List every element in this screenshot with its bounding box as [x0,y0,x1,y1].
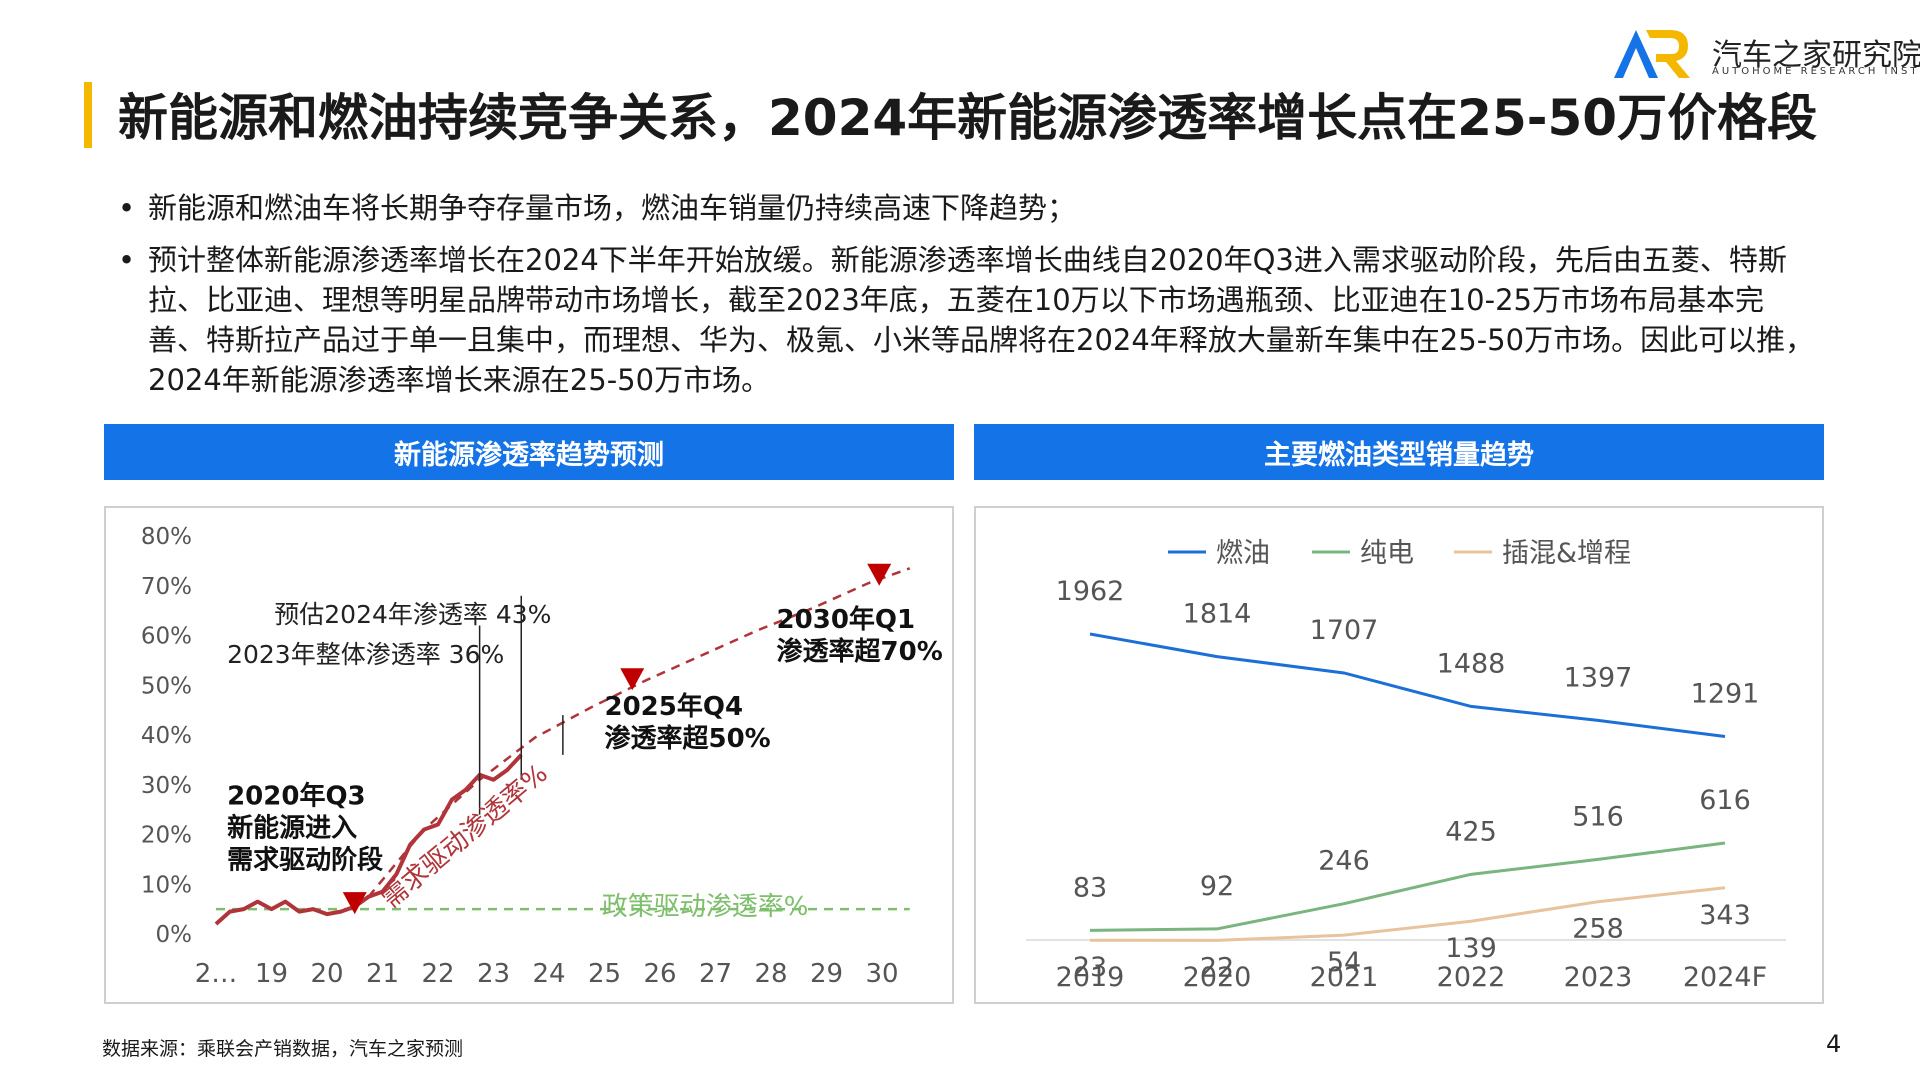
y-tick-label: 20% [141,823,192,849]
annotation-2020q3: 2020年Q3 [227,781,366,812]
y-tick-label: 50% [141,673,192,699]
data-label: 246 [1318,846,1370,877]
data-label: 1397 [1564,662,1633,693]
x-tick-label: 2023 [1564,962,1633,993]
milestone-marker [867,563,892,586]
series-line [1089,632,1726,739]
bullet-item: 预计整体新能源渗透率增长在2024下半年开始放缓。新能源渗透率增长曲线自2020… [118,240,1818,400]
fuel-sales-chart: 燃油 纯电 插混&增程 1962 1814 1707 1488 1397 1291 83 92 246… [1026,538,1786,993]
x-tick-label: 23 [477,959,510,989]
bullet-list: 新能源和燃油车将长期争夺存量市场，燃油车销量仍持续高速下降趋势； 预计整体新能源… [118,188,1818,412]
legend-label: 插混&增程 [1502,538,1631,569]
data-label: 83 [1073,872,1107,903]
data-label: 1291 [1691,679,1760,710]
demand-driven-label: 需求驱动渗透率% [376,759,554,915]
annotation-2030q1: 渗透率超70% [777,636,943,667]
y-tick-label: 30% [141,773,192,799]
x-tick-label: 28 [754,959,787,989]
y-tick-label: 40% [141,723,192,749]
page-number: 4 [1826,1030,1842,1058]
legend-label: 纯电 [1360,538,1414,569]
data-label: 1962 [1056,576,1125,607]
x-tick-label: 25 [588,959,621,989]
y-tick-label: 10% [141,872,192,898]
x-tick-label: 2022 [1437,962,1506,993]
data-label: 139 [1445,933,1497,964]
annotation-2020q3: 需求驱动阶段 [227,845,383,876]
data-source-note: 数据来源：乘联会产销数据，汽车之家预测 [102,1038,464,1060]
y-tick-label: 80% [141,524,192,550]
logo-name: 汽车之家研究院 [1712,38,1920,73]
legend-label: 燃油 [1216,538,1270,569]
data-label: 516 [1572,801,1624,832]
right-panel-header: 主要燃油类型销量趋势 [974,424,1824,480]
x-tick-label: 2024F [1683,962,1767,993]
penetration-chart: 80% 70% 60% 50% 40% 30% 20% 10% 0%2… 19 20 21 22 23 24… [141,524,943,989]
x-tick-label: 2020 [1183,962,1252,993]
logo-subtitle: AUTOHOME RESEARCH INSTITUTE [1712,66,1920,77]
x-tick-label: 19 [255,959,288,989]
x-tick-label: 2021 [1310,962,1379,993]
series-line [1089,886,1726,942]
demand-projection-line [367,567,911,898]
data-label: 343 [1699,900,1751,931]
y-tick-label: 60% [141,624,192,650]
data-label: 1814 [1183,599,1252,630]
annotation-2030q1: 2030年Q1 [777,604,916,635]
left-chart-frame: 80% 70% 60% 50% 40% 30% 20% 10% 0% 2… 19 20 21 22 23 24… [104,506,954,1004]
policy-driven-label: 政策驱动渗透率% [602,892,809,922]
data-label: 92 [1200,871,1234,902]
x-tick-label: 29 [810,959,843,989]
annotation-2020q3: 新能源进入 [227,813,357,844]
title-accent-bar [84,82,92,148]
milestone-marker [620,668,645,691]
x-tick-label: 24 [532,959,565,989]
data-label: 258 [1572,914,1624,945]
y-tick-label: 70% [141,574,192,600]
data-label: 425 [1445,816,1497,847]
autohome-logo [1614,30,1690,78]
x-tick-label: 21 [366,959,399,989]
annotation-2024-estimate: 预估2024年渗透率 43% [274,600,551,629]
milestone-marker [342,892,367,915]
left-panel-header: 新能源渗透率趋势预测 [104,424,954,480]
right-chart-frame: 燃油 纯电 插混&增程 1962 1814 1707 1488 1397 1291 83 92 246… [974,506,1824,1004]
bullet-item: 新能源和燃油车将长期争夺存量市场，燃油车销量仍持续高速下降趋势； [118,188,1818,228]
page-title: 新能源和燃油持续竞争关系，2024年新能源渗透率增长点在25-50万价格段 [118,89,1818,147]
annotation-2025q4: 渗透率超50% [605,723,771,754]
annotation-2025q4: 2025年Q4 [605,691,744,722]
data-label: 23 [1073,952,1107,983]
series-line [1089,841,1726,932]
data-label: 1707 [1310,615,1379,646]
x-tick-label: 26 [643,959,676,989]
x-tick-label: 22 [421,959,454,989]
data-label: 22 [1200,952,1234,983]
actual-penetration-line [214,753,523,926]
data-label: 1488 [1437,648,1506,679]
x-tick-label: 27 [699,959,732,989]
data-label: 54 [1327,947,1361,978]
x-tick-label: 2019 [1056,962,1125,993]
annotation-2023-rate: 2023年整体渗透率 36% [227,640,504,669]
x-tick-label: 30 [865,959,898,989]
x-tick-label: 20 [310,959,343,989]
data-label: 616 [1699,785,1751,816]
y-tick-label: 0% [156,922,193,948]
x-tick-label: 2… [195,959,238,989]
